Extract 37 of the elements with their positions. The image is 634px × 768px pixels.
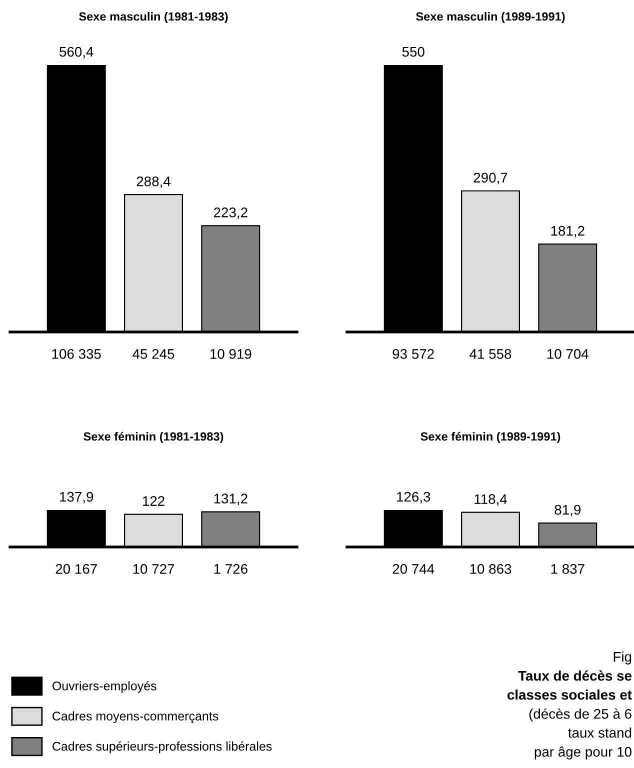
x-tick-label: 45 245 <box>132 349 174 359</box>
chart-title: Sexe masculin (1989-1991) <box>416 12 565 24</box>
x-tick-label: 10 919 <box>210 349 252 359</box>
data-label: 126,3 <box>397 492 430 504</box>
x-tick-label: 1 726 <box>214 564 248 574</box>
legend-label: Cadres supérieurs-professions libérales <box>52 741 272 754</box>
x-tick-label: 20 744 <box>392 564 434 574</box>
data-label: 118,4 <box>474 494 507 506</box>
x-tick-label: 1 837 <box>551 564 584 574</box>
x-tick-label: 10 704 <box>547 349 588 359</box>
x-tick-label: 93 572 <box>392 349 434 359</box>
chart-title: Sexe masculin (1981-1983) <box>79 12 228 24</box>
x-tick-label: 106 335 <box>52 349 101 359</box>
data-label: 131,2 <box>214 494 248 506</box>
text: taux stand <box>568 728 632 738</box>
data-label: 550 <box>402 46 424 57</box>
legend-label: Cadres moyens-commerçants <box>52 711 218 724</box>
chart-title: Sexe féminin (1981-1983) <box>84 432 224 444</box>
x-tick-label: 41 558 <box>470 349 512 359</box>
x-tick-label: 10 727 <box>133 564 174 574</box>
x-tick-label: 20 167 <box>56 564 97 574</box>
text: Taux de décès se <box>518 670 632 681</box>
legend-label: Ouvriers-employés <box>52 681 156 693</box>
data-label: 288,4 <box>136 176 170 188</box>
data-label: 137,9 <box>60 492 94 504</box>
data-label: 223,2 <box>214 208 248 219</box>
data-label: 560,4 <box>60 46 94 58</box>
data-label: 81,9 <box>554 504 581 516</box>
data-label: 181,2 <box>551 226 584 238</box>
x-tick-label: 10 863 <box>470 564 512 574</box>
data-label: 290,7 <box>474 172 508 184</box>
text: classes sociales et <box>507 690 632 700</box>
text: par âge pour 10 <box>534 746 632 760</box>
data-label: 122 <box>142 496 164 506</box>
chart-title: Sexe féminin (1989-1991) <box>420 432 560 444</box>
text: (décès de 25 à 6 <box>529 708 632 722</box>
text: Fig <box>614 652 632 664</box>
